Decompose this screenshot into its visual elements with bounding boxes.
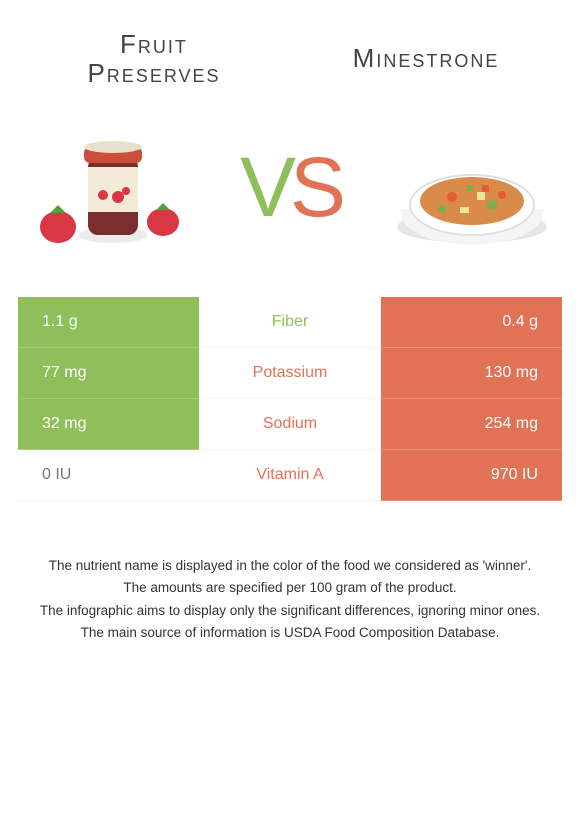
nutrient-label: Vitamin A xyxy=(199,450,380,501)
minestrone-image xyxy=(382,117,562,257)
nutrient-table: 1.1 gFiber0.4 g 77 mgPotassium130 mg 32 mg… xyxy=(18,297,562,501)
nutrient-right-value: 0.4 g xyxy=(381,297,562,348)
images-row: VS xyxy=(18,117,562,257)
vs-s: S xyxy=(290,140,340,234)
nutrient-left-value: 32 mg xyxy=(18,399,199,450)
vs-v: V xyxy=(240,140,290,234)
fruit-preserves-image xyxy=(18,117,198,257)
footer-line-2: The amounts are specified per 100 gram o… xyxy=(28,578,552,598)
nutrient-right-value: 970 IU xyxy=(381,450,562,501)
nutrient-label: Sodium xyxy=(199,399,380,450)
nutrient-label: Fiber xyxy=(199,297,380,348)
footer-line-1: The nutrient name is displayed in the co… xyxy=(28,556,552,576)
title-left: Fruit Preserves xyxy=(18,30,290,87)
footer-line-3: The infographic aims to display only the… xyxy=(28,601,552,621)
nutrient-left-value: 1.1 g xyxy=(18,297,199,348)
titles-row: Fruit Preserves Minestrone xyxy=(18,30,562,87)
nutrient-left-value: 0 IU xyxy=(18,450,199,501)
title-left-line2: Preserves xyxy=(87,58,220,88)
title-left-line1: Fruit xyxy=(120,29,188,59)
vs-label: VS xyxy=(240,145,340,229)
nutrient-label: Potassium xyxy=(199,348,380,399)
title-right: Minestrone xyxy=(290,43,562,74)
nutrient-left-value: 77 mg xyxy=(18,348,199,399)
nutrient-right-value: 254 mg xyxy=(381,399,562,450)
footer-notes: The nutrient name is displayed in the co… xyxy=(18,556,562,643)
footer-line-4: The main source of information is USDA F… xyxy=(28,623,552,643)
nutrient-right-value: 130 mg xyxy=(381,348,562,399)
